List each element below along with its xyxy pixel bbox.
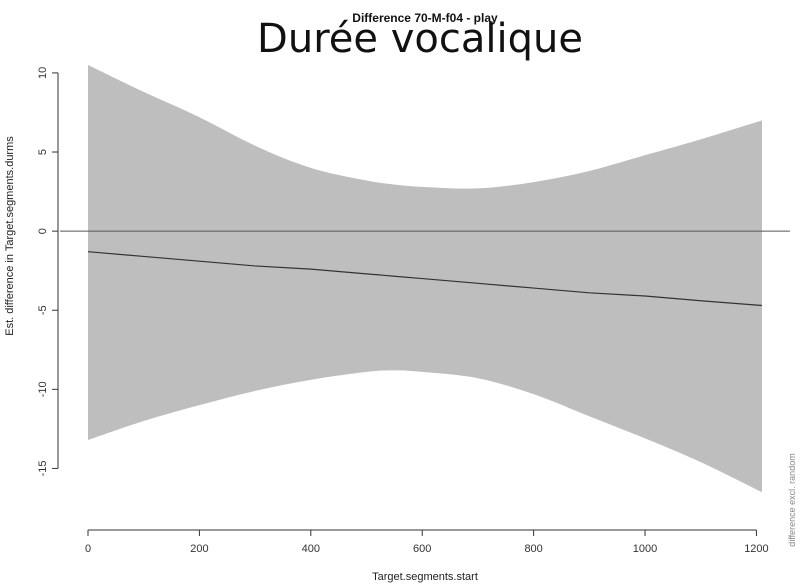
- y-tick-label: 0: [37, 228, 49, 234]
- y-tick-label: 5: [37, 149, 49, 155]
- y-tick-label: -5: [37, 305, 49, 315]
- plot-title: Difference 70-M-f04 - play: [352, 11, 498, 25]
- x-axis: 0 200 400 600 800 1000 1200: [85, 529, 769, 555]
- x-tick-label: 1200: [744, 543, 768, 555]
- y-tick-label: -10: [37, 381, 49, 397]
- estimate-line-layer: [87, 251, 763, 307]
- y-tick-label: 10: [37, 67, 49, 79]
- overlay-title: Durée vocalique: [257, 16, 583, 62]
- x-axis-label: Target.segments.start: [372, 571, 478, 583]
- estimate-line: [87, 251, 763, 307]
- x-tick-label: 200: [190, 543, 208, 555]
- x-tick-label: 800: [524, 543, 542, 555]
- x-tick-label: 600: [413, 543, 431, 555]
- side-note: difference excl. random: [787, 453, 797, 546]
- y-axis-label: Est. difference in Target.segments.durms: [4, 136, 16, 336]
- x-tick-label: 400: [302, 543, 320, 555]
- y-tick-label: -15: [37, 460, 49, 476]
- y-axis: -15 -10 -5 0 5 10: [37, 67, 59, 476]
- x-tick-label: 1000: [633, 543, 657, 555]
- x-tick-label: 0: [85, 543, 91, 555]
